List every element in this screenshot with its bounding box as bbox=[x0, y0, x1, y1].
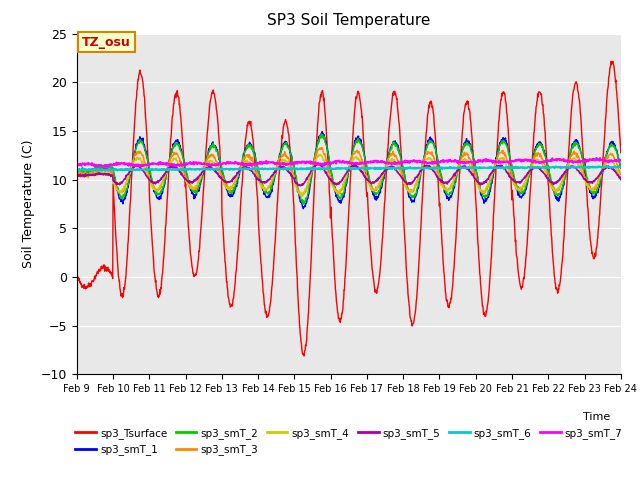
sp3_smT_7 bbox=[181, 162, 189, 168]
Line: sp3_smT_3: sp3_smT_3 bbox=[77, 147, 621, 196]
sp3_smT_1 bbox=[505, 148, 513, 154]
sp3_smT_2 bbox=[617, 165, 625, 170]
Line: sp3_smT_1: sp3_smT_1 bbox=[77, 132, 621, 209]
sp3_smT_2 bbox=[255, 169, 262, 175]
sp3_smT_2 bbox=[505, 150, 513, 156]
sp3_smT_6 bbox=[181, 167, 189, 173]
sp3_smT_2 bbox=[317, 131, 325, 137]
Line: sp3_smT_2: sp3_smT_2 bbox=[77, 134, 621, 204]
sp3_smT_6 bbox=[76, 168, 83, 174]
sp3_smT_4 bbox=[317, 152, 324, 157]
sp3_smT_4 bbox=[617, 178, 625, 183]
sp3_smT_4 bbox=[180, 175, 188, 181]
sp3_smT_5 bbox=[297, 183, 305, 189]
sp3_smT_6 bbox=[505, 165, 513, 171]
sp3_smT_1 bbox=[300, 206, 307, 212]
sp3_smT_7 bbox=[553, 157, 561, 163]
Line: sp3_smT_7: sp3_smT_7 bbox=[77, 158, 621, 167]
sp3_Tsurface bbox=[609, 59, 617, 64]
Title: SP3 Soil Temperature: SP3 Soil Temperature bbox=[267, 13, 431, 28]
sp3_smT_4 bbox=[505, 169, 513, 175]
sp3_smT_4 bbox=[553, 188, 561, 194]
sp3_smT_2 bbox=[434, 157, 442, 163]
sp3_smT_6 bbox=[602, 163, 609, 169]
sp3_smT_3 bbox=[617, 171, 625, 177]
sp3_smT_3 bbox=[194, 180, 202, 186]
sp3_smT_4 bbox=[194, 180, 202, 185]
sp3_smT_3 bbox=[73, 169, 81, 175]
Line: sp3_Tsurface: sp3_Tsurface bbox=[77, 61, 621, 356]
sp3_smT_6 bbox=[255, 166, 263, 171]
sp3_Tsurface bbox=[505, 133, 513, 139]
sp3_smT_2 bbox=[300, 202, 308, 207]
sp3_smT_2 bbox=[180, 163, 188, 168]
sp3_smT_7 bbox=[596, 155, 604, 161]
Y-axis label: Soil Temperature (C): Soil Temperature (C) bbox=[22, 140, 35, 268]
sp3_smT_6 bbox=[434, 165, 442, 171]
sp3_Tsurface bbox=[434, 168, 442, 174]
sp3_Tsurface bbox=[73, 274, 81, 279]
sp3_smT_6 bbox=[73, 167, 81, 172]
sp3_Tsurface bbox=[180, 174, 188, 180]
sp3_smT_4 bbox=[298, 193, 305, 199]
sp3_smT_3 bbox=[505, 163, 513, 169]
sp3_smT_5 bbox=[434, 175, 442, 180]
sp3_smT_1 bbox=[255, 168, 262, 174]
sp3_smT_1 bbox=[194, 188, 202, 193]
sp3_smT_7 bbox=[434, 160, 442, 166]
sp3_smT_4 bbox=[434, 172, 442, 178]
Text: TZ_osu: TZ_osu bbox=[82, 36, 131, 48]
sp3_smT_7 bbox=[195, 160, 202, 166]
Line: sp3_smT_4: sp3_smT_4 bbox=[77, 155, 621, 196]
sp3_Tsurface bbox=[617, 150, 625, 156]
sp3_smT_1 bbox=[180, 160, 188, 166]
sp3_smT_3 bbox=[434, 167, 442, 172]
sp3_smT_5 bbox=[255, 177, 262, 183]
sp3_Tsurface bbox=[194, 262, 202, 267]
Text: Time: Time bbox=[582, 412, 610, 422]
sp3_smT_3 bbox=[180, 170, 188, 176]
sp3_Tsurface bbox=[255, 224, 262, 229]
sp3_smT_5 bbox=[505, 173, 513, 179]
sp3_smT_5 bbox=[73, 172, 81, 178]
sp3_smT_7 bbox=[617, 157, 625, 163]
sp3_smT_3 bbox=[553, 188, 561, 194]
sp3_smT_6 bbox=[195, 167, 202, 172]
sp3_Tsurface bbox=[300, 353, 308, 359]
sp3_smT_6 bbox=[617, 165, 625, 170]
sp3_smT_7 bbox=[73, 161, 81, 167]
sp3_smT_3 bbox=[317, 144, 325, 150]
Legend: sp3_Tsurface, sp3_smT_1, sp3_smT_2, sp3_smT_3, sp3_smT_4, sp3_smT_5, sp3_smT_6, : sp3_Tsurface, sp3_smT_1, sp3_smT_2, sp3_… bbox=[71, 424, 627, 459]
sp3_smT_5 bbox=[553, 180, 561, 185]
sp3_smT_7 bbox=[255, 160, 263, 166]
sp3_smT_2 bbox=[194, 186, 202, 192]
Line: sp3_smT_6: sp3_smT_6 bbox=[77, 166, 621, 171]
sp3_smT_2 bbox=[73, 168, 81, 174]
Line: sp3_smT_5: sp3_smT_5 bbox=[77, 164, 621, 186]
sp3_smT_5 bbox=[194, 174, 202, 180]
sp3_smT_4 bbox=[73, 172, 81, 178]
sp3_smT_2 bbox=[553, 192, 561, 198]
sp3_smT_1 bbox=[73, 166, 81, 172]
sp3_smT_3 bbox=[255, 175, 262, 180]
sp3_smT_4 bbox=[255, 179, 262, 185]
sp3_smT_1 bbox=[318, 129, 326, 134]
sp3_smT_3 bbox=[298, 193, 305, 199]
sp3_smT_5 bbox=[617, 176, 625, 182]
sp3_smT_1 bbox=[553, 197, 561, 203]
sp3_smT_6 bbox=[553, 164, 561, 169]
sp3_smT_1 bbox=[434, 159, 442, 165]
sp3_smT_5 bbox=[314, 161, 321, 167]
sp3_smT_7 bbox=[105, 164, 113, 170]
sp3_Tsurface bbox=[553, 285, 561, 291]
sp3_smT_1 bbox=[617, 166, 625, 171]
sp3_smT_5 bbox=[180, 176, 188, 181]
sp3_smT_7 bbox=[505, 159, 513, 165]
